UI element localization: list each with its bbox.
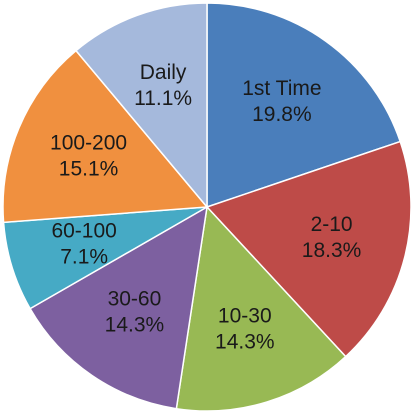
- pie-slice: [2, 49, 209, 224]
- slice-value-label: 18.3%: [302, 239, 362, 262]
- slice-value-label: 19.8%: [252, 103, 312, 126]
- pie-slice: [175, 205, 347, 412]
- pie-slice: [29, 205, 208, 410]
- slice-label: 60-100: [51, 219, 116, 242]
- slice-value-label: 14.3%: [215, 330, 275, 353]
- pie-slice: [206, 2, 402, 209]
- slice-value-label: 7.1%: [60, 245, 108, 268]
- pie-slice: [74, 2, 208, 210]
- slice-label: 2-10: [311, 213, 353, 236]
- slice-label: 100-200: [50, 132, 127, 155]
- slice-value-label: 15.1%: [59, 158, 119, 181]
- slice-label: Daily: [140, 61, 187, 84]
- slice-value-label: 14.3%: [105, 314, 165, 337]
- slice-label: 10-30: [218, 304, 272, 327]
- slice-label: 30-60: [108, 288, 162, 311]
- pie-slice: [205, 140, 412, 358]
- slice-value-label: 11.1%: [134, 87, 192, 110]
- slice-label: 1st Time: [242, 77, 321, 100]
